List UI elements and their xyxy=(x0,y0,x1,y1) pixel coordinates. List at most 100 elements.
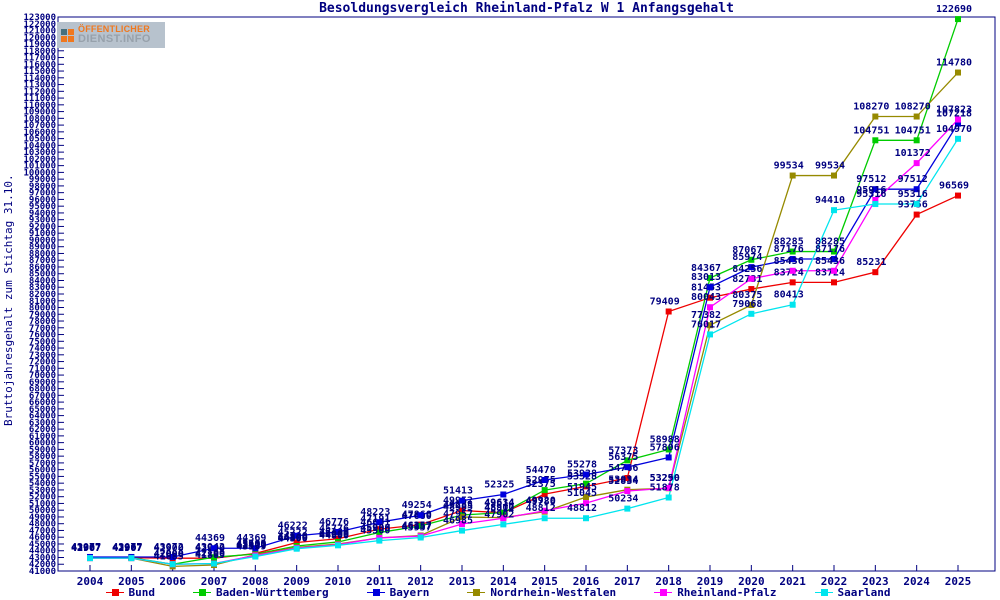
y-tick-label: 48000 xyxy=(29,520,56,530)
data-point-Bund-2017 xyxy=(624,474,631,481)
data-point-Rheinland-Pfalz-2019 xyxy=(707,304,713,311)
chart-title: Besoldungsvergleich Rheinland-Pfalz W 1 … xyxy=(319,1,734,16)
x-tick-label: 2005 xyxy=(118,575,145,588)
point-label: 44800 xyxy=(319,530,349,541)
y-tick-label: 86000 xyxy=(29,263,56,273)
point-label: 54470 xyxy=(526,465,556,476)
legend-label: Nordrhein-Westfalen xyxy=(490,586,617,599)
x-tick-label: 2015 xyxy=(531,575,558,588)
point-label: 41885 xyxy=(195,550,225,561)
data-point-Baden-Württemberg-2025 xyxy=(955,16,961,23)
data-point-Bund-2022 xyxy=(831,279,837,286)
point-label: 88285 xyxy=(774,237,804,248)
point-label: 42900 xyxy=(195,543,225,554)
y-tick-label: 119000 xyxy=(23,40,56,50)
data-point-Bund-2025 xyxy=(955,192,961,199)
x-tick-label: 2020 xyxy=(738,575,765,588)
data-point-Bayern-2009 xyxy=(293,532,300,539)
y-tick-label: 54000 xyxy=(29,479,56,489)
x-tick-label: 2007 xyxy=(201,575,228,588)
point-label: 79068 xyxy=(732,299,762,310)
data-point-Baden-Württemberg-2022 xyxy=(831,248,837,255)
point-label: 53928 xyxy=(567,469,597,480)
point-label: 52325 xyxy=(484,479,514,490)
data-point-Nordrhein-Westfalen-2016 xyxy=(583,494,589,501)
point-label: 43077 xyxy=(112,542,142,553)
y-tick-label: 80000 xyxy=(29,304,56,314)
point-label: 80375 xyxy=(732,290,762,301)
y-tick-label: 68000 xyxy=(29,385,56,395)
point-label: 80413 xyxy=(774,290,804,301)
point-label: 42967 xyxy=(71,543,101,554)
data-point-Rheinland-Pfalz-2015 xyxy=(541,507,548,514)
data-point-Nordrhein-Westfalen-2019 xyxy=(707,322,713,329)
data-point-Rheinland-Pfalz-2018 xyxy=(665,484,672,491)
point-label: 44369 xyxy=(195,533,225,544)
point-label: 47191 xyxy=(360,514,390,525)
data-point-Saarland-2008 xyxy=(252,553,259,560)
y-tick-label: 82000 xyxy=(29,290,56,300)
data-point-Rheinland-Pfalz-2017 xyxy=(624,488,631,495)
data-point-Saarland-2012 xyxy=(417,534,424,541)
y-tick-label: 120000 xyxy=(23,33,56,43)
point-label: 47860 xyxy=(402,510,432,521)
data-point-Saarland-2022 xyxy=(831,207,837,214)
point-label: 43139 xyxy=(236,542,266,553)
data-point-Saarland-2019 xyxy=(707,331,713,338)
y-tick-label: 50000 xyxy=(29,506,56,516)
point-label: 43042 xyxy=(195,542,225,553)
x-tick-label: 2017 xyxy=(614,575,641,588)
point-label: 95316 xyxy=(856,189,886,200)
y-tick-label: 93000 xyxy=(29,216,56,226)
point-label: 94410 xyxy=(815,195,845,206)
point-label: 43077 xyxy=(71,542,101,553)
legend-label: Saarland xyxy=(837,586,891,599)
y-tick-label: 109000 xyxy=(23,108,56,118)
point-label: 55278 xyxy=(567,460,597,471)
y-tick-label: 63000 xyxy=(29,418,56,428)
point-label: 77382 xyxy=(691,310,721,321)
point-label: 42907 xyxy=(112,543,142,554)
data-point-Rheinland-Pfalz-2020 xyxy=(748,275,755,282)
data-point-Saarland-2021 xyxy=(789,301,796,308)
legend-marker-icon xyxy=(193,588,211,597)
data-point-Bayern-2023 xyxy=(872,186,879,193)
y-tick-label: 108000 xyxy=(23,114,56,124)
legend-label: Rheinland-Pfalz xyxy=(677,586,777,599)
x-tick-label: 2025 xyxy=(945,575,972,588)
point-label: 49780 xyxy=(526,497,556,508)
point-label: 49254 xyxy=(402,500,432,511)
legend-label: Baden-Württemberg xyxy=(216,586,329,599)
x-tick-label: 2004 xyxy=(77,575,104,588)
x-tick-label: 2022 xyxy=(821,575,848,588)
logo-text: ÖFFENTLICHER DIENST.INFO xyxy=(78,25,151,45)
data-point-Saarland-2006 xyxy=(169,561,176,568)
y-tick-label: 70000 xyxy=(29,371,56,381)
y-tick-label: 84000 xyxy=(29,276,56,286)
data-point-Baden-Württemberg-2018 xyxy=(665,446,672,453)
data-point-Baden-Württemberg-2012 xyxy=(417,522,424,529)
data-point-Saarland-2015 xyxy=(541,515,548,522)
point-label: 42907 xyxy=(71,543,101,554)
y-tick-label: 64000 xyxy=(29,412,56,422)
point-label: 85436 xyxy=(815,256,845,267)
point-label: 53250 xyxy=(650,473,680,484)
data-point-Saarland-2011 xyxy=(376,537,383,544)
point-label: 45000 xyxy=(319,529,349,540)
series-line-Nordrhein-Westfalen xyxy=(90,72,959,568)
y-tick-label: 85000 xyxy=(29,270,56,280)
point-label: 53034 xyxy=(608,475,638,486)
point-label: 48812 xyxy=(526,503,556,514)
point-label: 42000 xyxy=(154,549,184,560)
point-label: 47957 xyxy=(443,509,473,520)
y-tick-label: 105000 xyxy=(23,135,56,145)
legend-item-nordrhein-westfalen: Nordrhein-Westfalen xyxy=(467,586,616,599)
data-point-Saarland-2018 xyxy=(665,494,672,501)
y-tick-label: 66000 xyxy=(29,398,56,408)
y-tick-label: 83000 xyxy=(29,283,56,293)
y-tick-label: 51000 xyxy=(29,499,56,509)
point-label: 43500 xyxy=(236,539,266,550)
point-label: 104751 xyxy=(895,125,931,136)
point-label: 81453 xyxy=(691,283,721,294)
point-label: 83013 xyxy=(691,272,721,283)
